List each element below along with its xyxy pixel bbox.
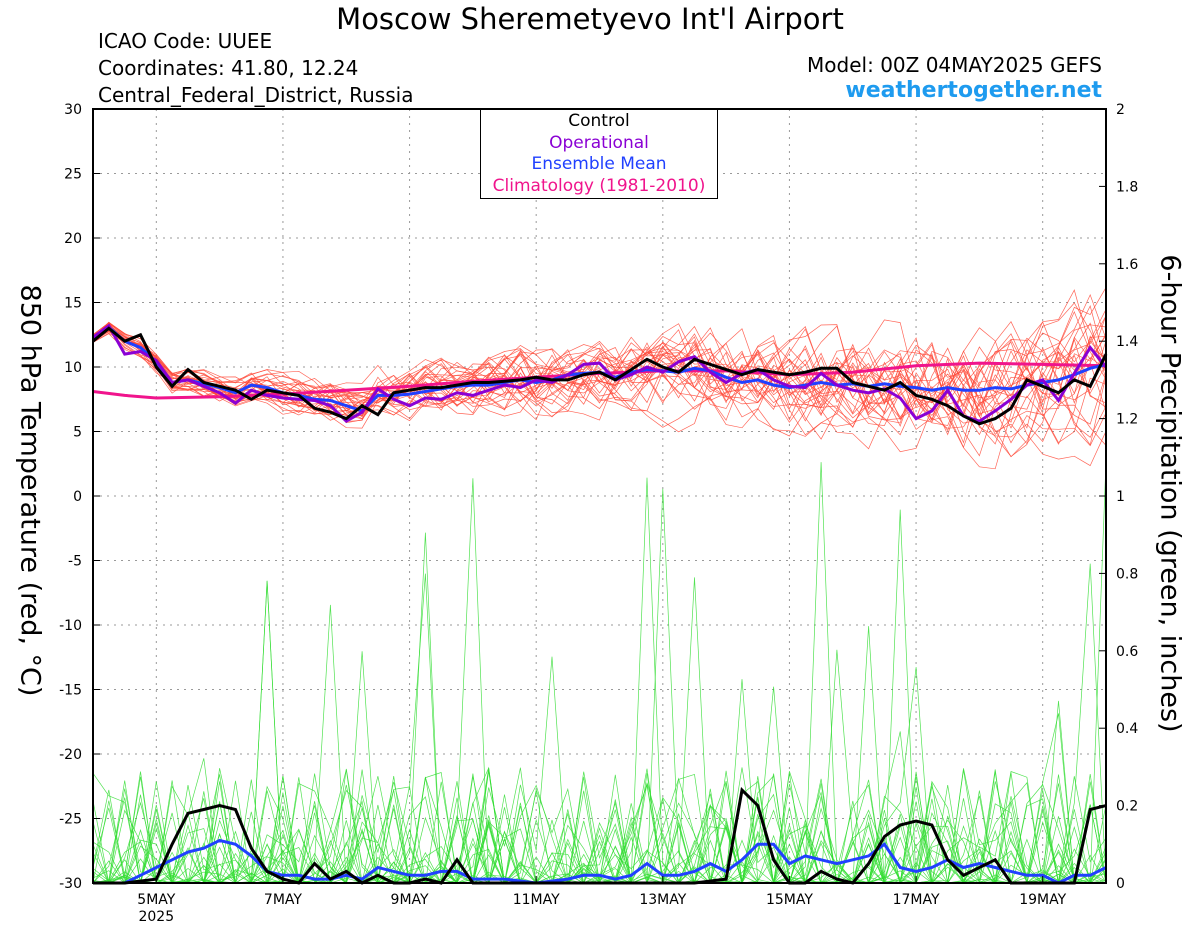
temp-control-line xyxy=(92,326,1108,426)
temp-member-line xyxy=(92,287,1107,437)
precip-member-line xyxy=(92,781,1107,884)
coordinates: Coordinates: 41.80, 12.24 xyxy=(98,56,359,80)
icao-code: ICAO Code: UUEE xyxy=(98,29,273,53)
x-tick-label: 9MAY xyxy=(391,892,429,908)
y-right-tick-label: 1.8 xyxy=(1116,179,1138,195)
y-right-tick-label: 0.6 xyxy=(1116,644,1138,660)
x-tick-label: 19MAY xyxy=(1019,892,1066,908)
ensemble-members xyxy=(92,287,1107,885)
y-left-tick-label: 15 xyxy=(64,296,82,312)
temp-member-line xyxy=(92,328,1107,429)
site-link[interactable]: weathertogether.net xyxy=(845,78,1102,103)
y-right-tick-label: 1.2 xyxy=(1116,412,1138,428)
temp-member-line xyxy=(92,321,1107,437)
y-left-tick-label: -15 xyxy=(59,683,82,699)
grid-lines xyxy=(93,109,1106,883)
y-right-tick-label: 1.4 xyxy=(1116,334,1138,350)
legend-operational: Operational xyxy=(549,132,649,153)
y-axis-left-label: 850 hPa Temperature (red, °C) xyxy=(14,284,46,697)
region: Central_Federal_District, Russia xyxy=(98,83,414,107)
temp-member-line xyxy=(92,302,1107,453)
y-right-tick-label: 0 xyxy=(1116,876,1125,892)
legend-climo: Climatology (1981-2010) xyxy=(492,175,706,196)
x-tick-label: 5MAY xyxy=(137,892,175,908)
precip-member-line xyxy=(92,509,1107,884)
y-left-tick-label: -10 xyxy=(59,618,82,634)
y-left-tick-label: 5 xyxy=(73,425,82,441)
temp-member-line xyxy=(92,322,1107,470)
x-tick-label: 17MAY xyxy=(893,892,940,908)
x-tick-label: 11MAY xyxy=(513,892,560,908)
y-left-tick-label: 0 xyxy=(73,489,82,505)
temp-member-line xyxy=(92,293,1107,421)
temp-member-line xyxy=(92,326,1107,446)
model-run: Model: 00Z 04MAY2025 GEFS xyxy=(807,53,1102,77)
axes: 302520151050-5-10-15-20-25-3021.81.61.41… xyxy=(59,102,1138,925)
precip-member-line xyxy=(92,700,1107,885)
y-right-tick-label: 0.8 xyxy=(1116,566,1138,582)
model-info: Model: 00Z 04MAY2025 GEFS weathertogethe… xyxy=(807,52,1102,104)
temp-member-line xyxy=(92,324,1107,445)
y-left-tick-label: 10 xyxy=(64,360,82,376)
legend-mean: Ensemble Mean xyxy=(531,154,667,174)
temp-member-line xyxy=(92,327,1107,457)
y-axis-right-label: 6-hour Precipitation (green, inches) xyxy=(1154,254,1186,733)
x-tick-label: 7MAY xyxy=(264,892,302,908)
temp-member-line xyxy=(92,315,1107,426)
temp-member-line xyxy=(92,324,1107,458)
y-left-tick-label: -20 xyxy=(59,747,82,763)
legend: Control Operational Ensemble Mean Climat… xyxy=(480,109,718,199)
y-left-tick-label: -30 xyxy=(59,876,82,892)
chart-title: Moscow Sheremetyevo Int'l Airport xyxy=(336,2,844,36)
y-right-tick-label: 0.2 xyxy=(1116,799,1138,815)
legend-control: Control xyxy=(568,111,630,131)
y-right-tick-label: 1 xyxy=(1116,489,1125,505)
y-left-tick-label: -5 xyxy=(68,554,82,570)
x-tick-label: 15MAY xyxy=(766,892,813,908)
x-tick-sublabel: 2025 xyxy=(138,909,174,925)
x-tick-label: 13MAY xyxy=(639,892,686,908)
y-right-tick-label: 1.6 xyxy=(1116,257,1138,273)
station-info: ICAO Code: UUEE Coordinates: 41.80, 12.2… xyxy=(98,28,413,109)
y-left-tick-label: 20 xyxy=(64,231,82,247)
y-left-tick-label: -25 xyxy=(59,812,82,828)
y-right-tick-label: 2 xyxy=(1116,102,1125,118)
y-left-tick-label: 25 xyxy=(64,167,82,183)
y-left-tick-label: 30 xyxy=(64,102,82,118)
series-lines xyxy=(92,323,1108,885)
y-right-tick-label: 0.4 xyxy=(1116,721,1138,737)
